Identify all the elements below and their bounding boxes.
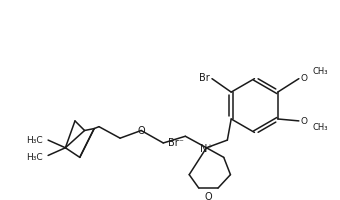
Text: H₃C: H₃C xyxy=(27,135,43,144)
Text: O: O xyxy=(301,74,308,83)
Text: O: O xyxy=(137,126,145,136)
Text: Br: Br xyxy=(199,72,210,82)
Text: O: O xyxy=(301,117,308,126)
Text: H₃C: H₃C xyxy=(27,152,43,161)
Text: O: O xyxy=(205,191,212,200)
Text: Br⁻: Br⁻ xyxy=(168,137,184,147)
Text: N⁺: N⁺ xyxy=(200,143,213,153)
Text: CH₃: CH₃ xyxy=(312,66,328,75)
Text: CH₃: CH₃ xyxy=(312,123,328,131)
